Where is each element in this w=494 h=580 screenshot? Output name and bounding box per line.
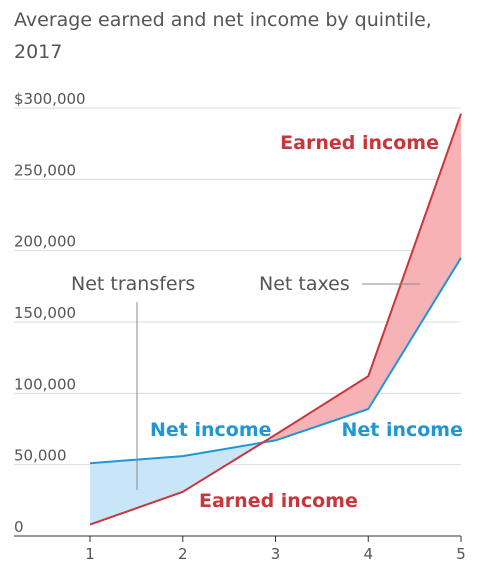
- y-tick-label: 250,000: [14, 161, 76, 179]
- x-tick-label: 2: [178, 545, 188, 563]
- y-tick-label: 100,000: [14, 375, 76, 393]
- gridlines: 0 50,000 100,000 150,000 200,000 250,000 $300,…: [14, 90, 461, 536]
- y-tick-label: 150,000: [14, 304, 76, 322]
- net-transfers-area: [90, 442, 263, 525]
- y-tick-label: 50,000: [14, 447, 67, 465]
- y-tick-label: 200,000: [14, 233, 76, 251]
- series-line-earned-income: [89, 113, 462, 526]
- net-taxes-label: Net taxes: [259, 273, 350, 295]
- series-lines: [89, 113, 462, 526]
- net-taxes-area: [262, 113, 461, 443]
- earned-income-label-bottom: Earned income: [199, 490, 358, 512]
- x-tick-label: 3: [271, 545, 281, 563]
- series-line-net-income: [89, 257, 462, 465]
- earned-income-label-top: Earned income: [280, 132, 439, 154]
- area-fills: [90, 113, 461, 525]
- annotations: Earned income Earned income Net income Net …: [71, 132, 463, 512]
- x-tick-label: 1: [85, 545, 95, 563]
- net-income-label-left: Net income: [150, 419, 272, 441]
- y-tick-label: $300,000: [14, 90, 86, 108]
- x-tick-label: 5: [456, 545, 466, 563]
- x-axis: 1 2 3 4 5: [14, 535, 466, 563]
- x-tick-label: 4: [363, 545, 373, 563]
- chart-title: Average earned and net income by quintil…: [14, 9, 432, 63]
- net-income-label-right: Net income: [341, 419, 463, 441]
- net-transfers-label: Net transfers: [71, 273, 195, 295]
- y-tick-label: 0: [14, 518, 24, 536]
